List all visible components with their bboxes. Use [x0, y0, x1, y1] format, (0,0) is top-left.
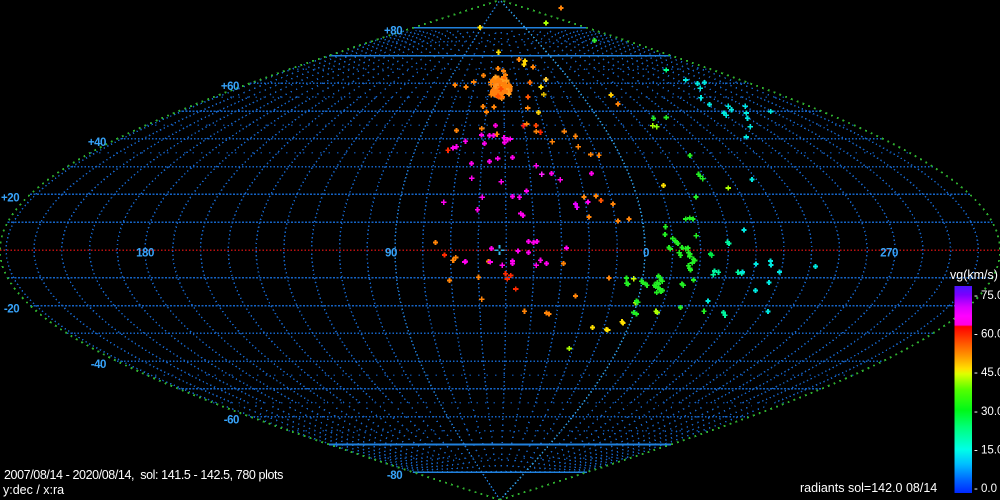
svg-text:-20: -20 — [4, 304, 19, 316]
svg-text:+20: +20 — [1, 192, 19, 204]
svg-text:2007/08/14 - 2020/08/14, sol:: 2007/08/14 - 2020/08/14, sol: 141.5 - 14… — [4, 468, 283, 482]
svg-text:vg(km/s): vg(km/s) — [950, 268, 998, 282]
svg-text:radiants sol=142.0 08/14: radiants sol=142.0 08/14 — [800, 481, 937, 495]
svg-text:- 75.0: - 75.0 — [974, 290, 1000, 302]
svg-text:- 0.0: - 0.0 — [974, 483, 997, 495]
svg-text:-40: -40 — [91, 359, 106, 371]
svg-text:- 30.0: - 30.0 — [974, 406, 1000, 418]
svg-text:+80: +80 — [384, 26, 402, 38]
svg-text:- 60.0: - 60.0 — [974, 329, 1000, 341]
svg-text:-60: -60 — [224, 415, 239, 427]
svg-text:- 15.0: - 15.0 — [974, 445, 1000, 457]
svg-text:90: 90 — [385, 247, 397, 259]
svg-text:+60: +60 — [221, 81, 239, 93]
svg-text:180: 180 — [136, 247, 154, 259]
svg-text:+40: +40 — [88, 137, 106, 149]
svg-text:0: 0 — [643, 247, 649, 259]
svg-text:-80: -80 — [387, 470, 402, 482]
svg-text:270: 270 — [880, 247, 898, 259]
svg-text:- 45.0: - 45.0 — [974, 367, 1000, 379]
svg-text:y:dec / x:ra: y:dec / x:ra — [3, 483, 64, 497]
